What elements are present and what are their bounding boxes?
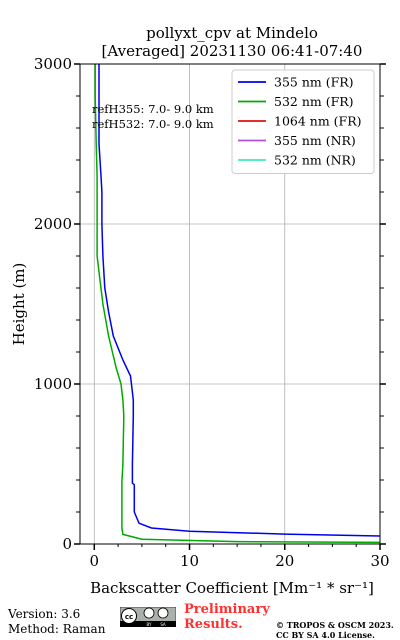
legend-box bbox=[231, 69, 375, 174]
preliminary-line-2: Results. bbox=[184, 617, 243, 632]
y-tick-label: 0 bbox=[62, 535, 72, 553]
ref-height-annotation: refH355: 7.0- 9.0 km bbox=[92, 102, 214, 116]
cc-license-icon: cc BY SA bbox=[120, 607, 176, 627]
copyright-notice: © TROPOS & OSCM 2023. CC BY SA 4.0 Licen… bbox=[276, 620, 394, 640]
method-label: Method: Raman bbox=[8, 622, 106, 636]
copyright-line-2: CC BY SA 4.0 License. bbox=[276, 630, 375, 640]
chart-title-line: pollyxt_cpv at Mindelo bbox=[146, 24, 318, 42]
series-line-0 bbox=[98, 64, 380, 537]
x-tick-label: 0 bbox=[90, 552, 100, 570]
y-tick-label: 1000 bbox=[34, 375, 72, 393]
preliminary-results-notice: Preliminary Results. bbox=[184, 602, 270, 632]
x-tick-label: 30 bbox=[370, 552, 389, 570]
preliminary-line-1: Preliminary bbox=[184, 602, 270, 617]
svg-text:SA: SA bbox=[160, 622, 166, 627]
legend-label: 1064 nm (FR) bbox=[274, 114, 362, 129]
legend-label: 355 nm (FR) bbox=[274, 75, 354, 90]
version-label: Version: 3.6 bbox=[8, 607, 81, 621]
x-tick-label: 20 bbox=[275, 552, 294, 570]
svg-text:BY: BY bbox=[147, 622, 153, 627]
y-tick-label: 2000 bbox=[34, 215, 72, 233]
ref-height-annotation: refH532: 7.0- 9.0 km bbox=[92, 117, 214, 131]
chart-title-line: [Averaged] 20231130 06:41-07:40 bbox=[102, 42, 363, 60]
x-axis-label: Backscatter Coefficient [Mm⁻¹ * sr⁻¹] bbox=[90, 579, 374, 597]
x-tick-label: 10 bbox=[180, 552, 199, 570]
y-tick-label: 3000 bbox=[34, 55, 72, 73]
plot-frame bbox=[79, 63, 381, 545]
svg-text:cc: cc bbox=[125, 613, 133, 621]
y-axis-label: Height (m) bbox=[10, 263, 28, 346]
legend-label: 355 nm (NR) bbox=[274, 133, 356, 148]
legend-label: 532 nm (NR) bbox=[274, 153, 356, 168]
backscatter-profile-chart: 0 10 20 30 0 1000 2000 3000 pollyxt_cpv at Minde… bbox=[10, 24, 390, 597]
series-line-1 bbox=[94, 64, 380, 544]
legend-label: 532 nm (FR) bbox=[274, 94, 354, 109]
copyright-line-1: © TROPOS & OSCM 2023. bbox=[276, 620, 394, 630]
